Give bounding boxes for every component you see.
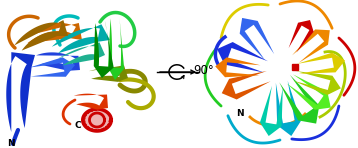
Polygon shape <box>83 109 111 131</box>
Polygon shape <box>85 114 87 116</box>
Text: C: C <box>75 122 81 131</box>
Polygon shape <box>260 86 283 136</box>
Polygon shape <box>74 94 108 110</box>
Polygon shape <box>29 57 75 77</box>
Polygon shape <box>90 111 93 112</box>
Polygon shape <box>289 20 314 53</box>
Text: 90°: 90° <box>193 63 214 77</box>
Polygon shape <box>279 75 319 124</box>
Polygon shape <box>108 18 124 80</box>
Polygon shape <box>84 120 85 123</box>
Polygon shape <box>52 24 110 53</box>
Polygon shape <box>87 126 89 128</box>
Polygon shape <box>89 65 128 82</box>
Polygon shape <box>287 74 331 110</box>
Polygon shape <box>58 42 105 65</box>
Polygon shape <box>217 42 268 73</box>
Polygon shape <box>293 71 341 95</box>
Polygon shape <box>90 128 93 130</box>
Polygon shape <box>276 81 301 136</box>
Polygon shape <box>94 21 114 78</box>
Polygon shape <box>105 126 107 128</box>
Polygon shape <box>85 123 87 126</box>
Polygon shape <box>14 20 68 51</box>
Text: N: N <box>236 110 244 119</box>
Polygon shape <box>23 23 82 43</box>
Polygon shape <box>36 52 80 71</box>
Polygon shape <box>240 18 274 60</box>
Text: N: N <box>7 140 15 148</box>
Polygon shape <box>292 29 330 63</box>
Polygon shape <box>84 117 85 120</box>
Polygon shape <box>215 57 261 77</box>
Polygon shape <box>108 123 109 125</box>
Polygon shape <box>102 128 104 129</box>
Polygon shape <box>292 64 298 70</box>
Polygon shape <box>222 71 271 99</box>
Polygon shape <box>87 112 89 114</box>
Polygon shape <box>297 53 345 74</box>
Polygon shape <box>6 52 35 132</box>
